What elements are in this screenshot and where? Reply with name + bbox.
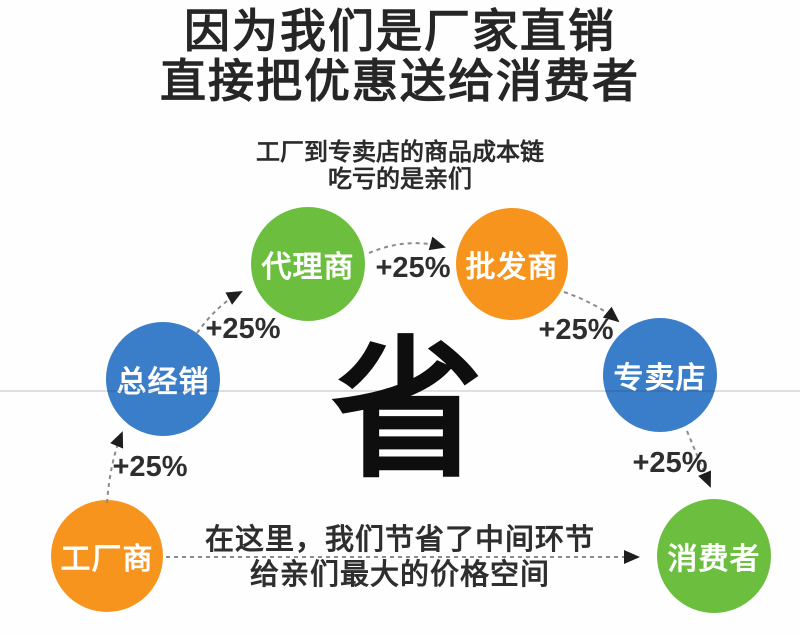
markup-label-store-consumer: +25% (632, 447, 708, 479)
page-title: 因为我们是厂家直销 直接把优惠送给消费者 (0, 6, 800, 106)
node-general-distributor-label: 总经销 (116, 366, 210, 399)
arrow-wholesaler-to-store (563, 291, 620, 323)
node-exclusive-store: 专卖店 (603, 318, 717, 432)
node-agent: 代理商 (251, 207, 365, 321)
node-agent-label: 代理商 (261, 251, 355, 284)
node-wholesaler: 批发商 (456, 208, 568, 320)
node-wholesaler-label: 批发商 (465, 251, 559, 284)
markup-label-agent-wholesaler: +25% (375, 252, 451, 284)
subtitle-line2: 吃亏的是亲们 (328, 166, 472, 193)
node-consumer: 消费者 (657, 499, 771, 613)
subtitle-line1: 工厂到专卖店的商品成本链 (256, 139, 544, 166)
markup-label-wholesaler-store: +25% (538, 314, 614, 346)
arrow-factory-to-distributor (106, 431, 124, 504)
markup-label-factory-distributor: +25% (112, 451, 188, 483)
node-factory: 工厂商 (51, 500, 163, 612)
arrow-distributor-to-agent (196, 291, 243, 334)
footer-line2: 给亲们最大的价格空间 (249, 559, 550, 591)
horizontal-divider-line (0, 390, 800, 392)
node-factory-label: 工厂商 (60, 543, 154, 576)
node-exclusive-store-label: 专卖店 (613, 362, 707, 395)
node-consumer-label: 消费者 (667, 543, 761, 576)
footer-message: 在这里，我们节省了中间环节 给亲们最大的价格空间 (0, 523, 800, 593)
subtitle: 工厂到专卖店的商品成本链 吃亏的是亲们 (0, 139, 800, 193)
markup-label-distributor-agent: +25% (205, 313, 281, 345)
footer-line1: 在这里，我们节省了中间环节 (204, 524, 595, 556)
node-general-distributor: 总经销 (106, 322, 220, 436)
save-highlight-character: 省 (331, 326, 483, 496)
page-title-line2: 直接把优惠送给消费者 (160, 55, 640, 107)
page-title-line1: 因为我们是厂家直销 (184, 5, 616, 57)
